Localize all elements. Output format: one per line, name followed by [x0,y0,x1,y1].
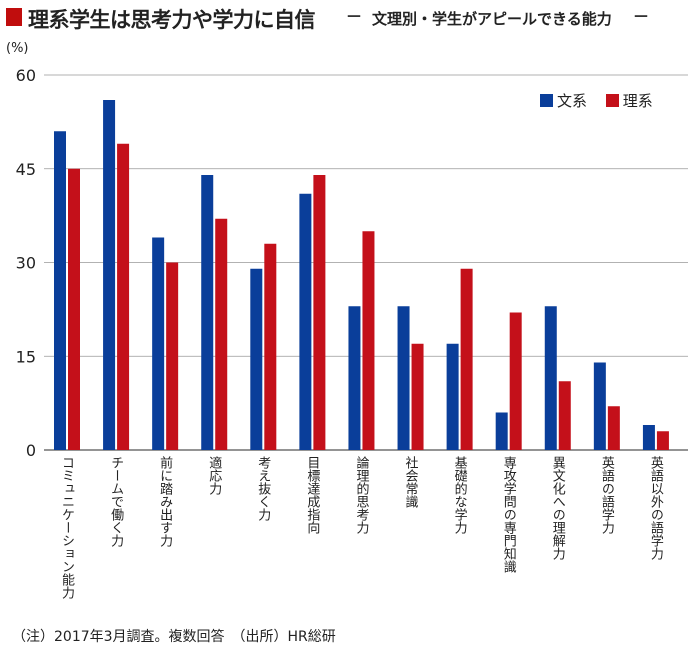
x-tick-label: 論理的思考力 [353,456,369,534]
bar-rikei [411,343,424,450]
x-tick-label: 適応力 [206,456,222,495]
x-tick-label: 考え抜く力 [255,456,271,521]
y-tick-label: 60 [16,66,36,85]
title-bar: 理系学生は思考力や学力に自信 — 文理別・学生がアピールできる能力 — [0,0,700,34]
bar-bunkei [103,100,116,450]
legend-swatch-bunkei [540,94,553,107]
page-title: 理系学生は思考力や学力に自信 [28,8,316,32]
title-marker [6,8,22,26]
bar-bunkei [250,268,263,450]
bar-bunkei [152,237,165,450]
bar-bunkei [446,343,459,450]
bar-bunkei [593,362,606,450]
bar-rikei [362,231,375,450]
bar-rikei [215,218,228,450]
bar-rikei [117,143,130,450]
bar-bunkei [544,306,557,450]
y-tick-label: 15 [16,347,36,366]
legend-swatch-rikei [605,94,619,107]
title-dash-right: — [634,8,648,24]
legend-item-bunkei: 文系 [540,90,587,111]
legend-item-rikei: 理系 [605,90,653,111]
bar-bunkei [201,175,214,450]
legend-label-rikei: 理系 [622,92,653,110]
x-tick-label: コミュニケーション能力 [59,456,74,599]
bar-bunkei [642,425,655,450]
bar-bunkei [54,131,66,450]
x-tick-label: 異文化への理解力 [549,456,565,560]
x-tick-label: 英語以外の語学力 [647,456,663,560]
bar-rikei [264,243,277,450]
legend-label-bunkei: 文系 [557,92,588,110]
y-tick-label: 30 [16,254,36,273]
title-dash-left: — [347,8,361,24]
x-tick-label: 英語の語学力 [598,456,614,534]
chart-legend: 文系 理系 [540,90,667,111]
y-unit-label: (%) [6,41,29,56]
x-tick-label: 専攻学問の専門知識 [500,456,516,573]
y-tick-label: 45 [16,160,36,179]
bar-rikei [166,262,179,450]
y-tick-label: 0 [26,441,36,460]
bar-rikei [68,168,80,450]
bar-rikei [656,431,669,450]
bar-bunkei [397,306,410,450]
bar-rikei [313,175,326,450]
bar-chart: (%) 0 15 30 45 60 [6,41,688,460]
x-tick-label: 社会常識 [402,456,418,508]
x-tick-label: 基礎的な学力 [451,456,467,534]
x-tick-label: チームで働く力 [108,456,124,547]
bar-bunkei [348,306,361,450]
x-tick-label: 目標達成指向 [304,456,320,534]
page-subtitle: 文理別・学生がアピールできる能力 [372,10,612,28]
bar-rikei [607,406,620,450]
x-tick-label: 前に踏み出す力 [157,456,173,547]
bar-bunkei [495,412,508,450]
bar-rikei [460,268,473,450]
bar-bunkei [299,193,312,450]
source-note: （注）2017年3月調査。複数回答 （出所）HR総研 [12,629,336,645]
bar-rikei [558,381,571,450]
bar-rikei [509,312,522,450]
